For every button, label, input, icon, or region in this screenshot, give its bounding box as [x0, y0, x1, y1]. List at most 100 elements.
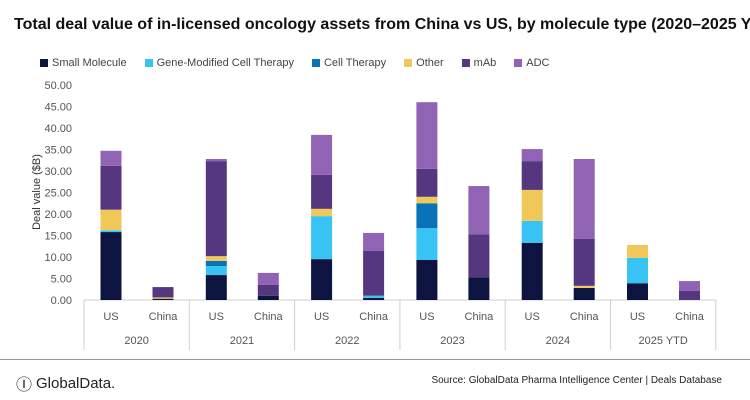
stacked-bar-chart: 0.00 5.00 10.00 15.00 20.00 25.00 30.00 35.00 40… — [31, 80, 717, 350]
bar-segment-small-molecule — [100, 232, 122, 300]
legend-item: mAb — [461, 57, 497, 69]
bar-segment-mab — [257, 284, 279, 296]
y-tick-label: 45.00 — [44, 102, 72, 114]
chart-title: Total deal value of in-licensed oncology… — [14, 16, 750, 33]
bar-segment-adc — [573, 158, 595, 239]
bar-segment-adc — [363, 232, 385, 251]
bar-segment-small-molecule — [627, 283, 648, 300]
bar-segment-small-molecule — [416, 260, 438, 300]
bar-segment-small-molecule — [205, 275, 227, 300]
bar-segment-adc — [416, 102, 438, 169]
y-tick-label: 20.00 — [44, 209, 72, 221]
bar-segment-mab — [679, 290, 700, 300]
bar-segment-cell-therapy — [416, 203, 438, 229]
logo-text: GlobalData. — [36, 374, 116, 392]
legend-label: Other — [416, 57, 444, 69]
category-label: US — [630, 311, 645, 323]
legend-label: mAb — [473, 57, 497, 69]
bar-segment-mab — [363, 250, 385, 296]
bar-segment-mab — [416, 168, 438, 197]
legend-item: Small Molecule — [40, 57, 127, 69]
y-tick-label: 10.00 — [44, 252, 72, 264]
bar-segment-cell-therapy — [205, 260, 227, 267]
bar-segment-mab — [152, 287, 174, 298]
category-label: US — [209, 311, 224, 323]
bar-segment-mab — [521, 161, 543, 190]
category-label: China — [570, 311, 600, 323]
bar-segment-adc — [311, 134, 333, 175]
legend-label: Gene-Modified Cell Therapy — [156, 57, 294, 69]
legend-swatch — [40, 59, 48, 67]
bar-segment-adc — [679, 281, 700, 291]
bar-segment-small-molecule — [311, 259, 333, 300]
legend-label: Small Molecule — [52, 57, 127, 69]
y-tick-label: 15.00 — [44, 231, 72, 243]
category-label: China — [149, 311, 179, 323]
bar-segment-gene-modified-cell-therapy — [521, 220, 543, 243]
legend-swatch — [404, 59, 413, 67]
category-label: China — [359, 311, 389, 323]
bar-segment-adc — [100, 150, 122, 166]
bar-segment-small-molecule — [521, 242, 543, 300]
bar-segment-gene-modified-cell-therapy — [416, 228, 438, 261]
category-label: China — [254, 311, 284, 323]
group-label: 2023 — [440, 335, 464, 347]
bar-segment-other — [521, 189, 543, 221]
bar-segment-gene-modified-cell-therapy — [311, 216, 333, 260]
source-note: Source: GlobalData Pharma Intelligence C… — [431, 375, 722, 386]
footer-divider — [0, 359, 750, 360]
category-label: China — [465, 311, 495, 323]
bar-segment-other — [573, 285, 595, 288]
bar-segment-small-molecule — [152, 298, 174, 300]
bar-segment-gene-modified-cell-therapy — [205, 266, 227, 276]
bar-segment-other — [627, 244, 648, 258]
legend-swatch — [144, 59, 153, 67]
bar-segment-adc — [257, 272, 279, 285]
globaldata-logo-icon: Ⓘ — [16, 377, 33, 394]
bar-segment-other — [100, 209, 122, 231]
bar-segment-mab — [468, 234, 490, 278]
legend-item: Gene-Modified Cell Therapy — [144, 57, 294, 69]
bar-segment-adc — [205, 158, 227, 162]
legend-item: ADC — [514, 57, 550, 69]
bar-segment-other — [152, 297, 174, 299]
bar-segment-mab — [311, 174, 333, 209]
category-label: US — [419, 311, 434, 323]
legend-swatch — [461, 59, 470, 67]
y-tick-label: 50.00 — [44, 80, 72, 92]
legend-item: Other — [404, 57, 444, 69]
category-label: US — [314, 311, 329, 323]
category-label: China — [675, 311, 705, 323]
legend-swatch — [311, 59, 320, 67]
y-tick-label: 25.00 — [44, 188, 72, 200]
legend: Small Molecule Gene-Modified Cell Therapy… — [40, 57, 550, 69]
group-label: 2025 YTD — [638, 335, 687, 347]
legend-swatch — [514, 59, 523, 67]
category-label: US — [525, 311, 540, 323]
bar-segment-adc — [521, 149, 543, 162]
y-tick-label: 35.00 — [44, 145, 72, 157]
y-tick-label: 0.00 — [51, 295, 72, 307]
bar-segment-gene-modified-cell-therapy — [627, 257, 648, 284]
bar-segment-small-molecule — [257, 295, 279, 300]
category-label: US — [103, 311, 118, 323]
bar-segment-adc — [468, 186, 490, 235]
bar-segment-other — [205, 256, 227, 261]
bar-segment-gene-modified-cell-therapy — [100, 230, 122, 233]
bar-segment-small-molecule — [468, 277, 490, 300]
legend-label: Cell Therapy — [323, 57, 387, 69]
bar-segment-mab — [100, 165, 122, 210]
bar-segment-gene-modified-cell-therapy — [363, 295, 385, 298]
y-tick-label: 30.00 — [44, 166, 72, 178]
group-label: 2020 — [124, 335, 148, 347]
bar-segment-mab — [573, 238, 595, 286]
bar-segment-other — [416, 196, 438, 204]
bar-segment-other — [311, 208, 333, 217]
group-label: 2022 — [335, 335, 359, 347]
legend-label: ADC — [526, 57, 550, 69]
globaldata-logo: Ⓘ GlobalData. — [16, 371, 115, 395]
group-label: 2024 — [546, 335, 570, 347]
bar-segment-small-molecule — [363, 297, 385, 300]
legend-item: Cell Therapy — [311, 57, 387, 69]
bar-segment-mab — [205, 161, 227, 257]
